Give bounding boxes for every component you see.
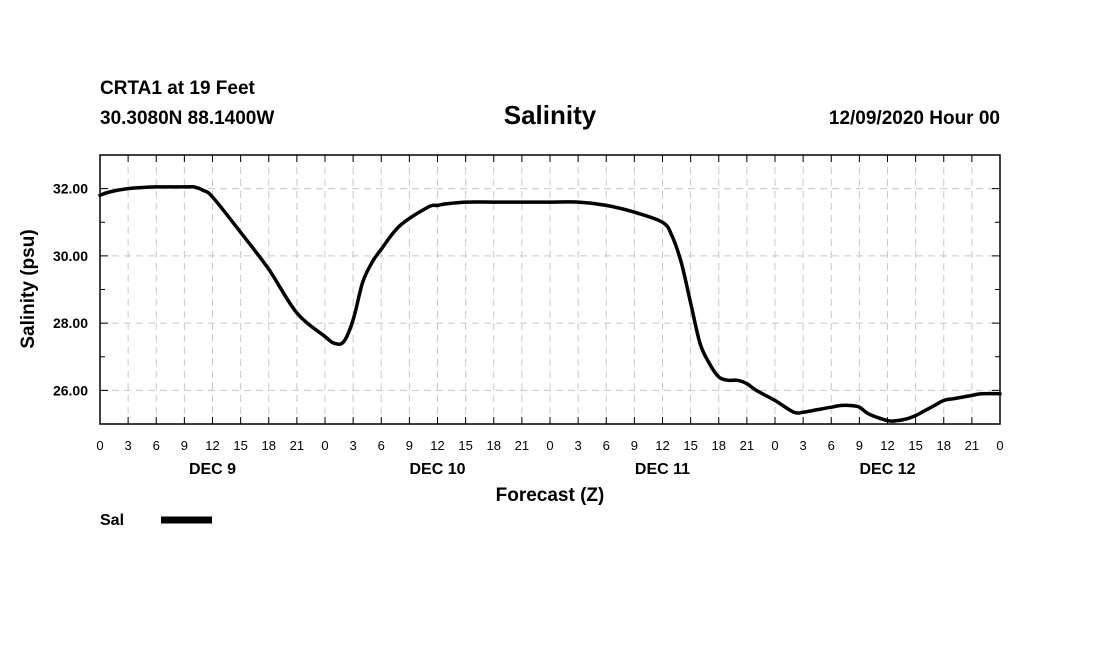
x-tick-label: 12 <box>205 438 219 453</box>
x-tick-label: 15 <box>683 438 697 453</box>
x-tick-label: 6 <box>378 438 385 453</box>
y-tick-label: 30.00 <box>53 248 88 264</box>
x-tick-label: 0 <box>321 438 328 453</box>
x-tick-label: 9 <box>631 438 638 453</box>
x-tick-label: 12 <box>430 438 444 453</box>
legend: Sal <box>100 512 212 529</box>
day-label: DEC 9 <box>189 461 236 478</box>
x-tick-label: 9 <box>406 438 413 453</box>
x-tick-label: 21 <box>965 438 979 453</box>
x-tick-label: 12 <box>655 438 669 453</box>
station-line: CRTA1 at 19 Feet <box>100 78 256 99</box>
x-tick-label: 21 <box>515 438 529 453</box>
x-tick-label: 0 <box>96 438 103 453</box>
x-tick-label: 15 <box>458 438 472 453</box>
axes: 0 3 6 9 12 15 18 21 0 3 6 9 12 15 18 21 0 3 6 9 12 15 18 21 0 3 6 9… <box>53 154 1004 478</box>
x-tick-label: 3 <box>575 438 582 453</box>
y-tick-label: 28.00 <box>53 315 88 331</box>
issued-time: 12/09/2020 Hour 00 <box>829 108 1000 129</box>
x-tick-label: 6 <box>828 438 835 453</box>
day-label: DEC 10 <box>409 461 465 478</box>
x-tick-label: 18 <box>262 438 276 453</box>
x-tick-label: 18 <box>712 438 726 453</box>
coords-line: 30.3080N 88.1400W <box>100 108 274 129</box>
x-tick-label: 15 <box>233 438 247 453</box>
x-tick-label: 9 <box>181 438 188 453</box>
x-tick-label: 21 <box>290 438 304 453</box>
day-label: DEC 11 <box>635 461 690 478</box>
x-tick-label: 6 <box>603 438 610 453</box>
x-tick-label: 3 <box>350 438 357 453</box>
chart-title: Salinity <box>504 100 597 130</box>
y-tick-label: 32.00 <box>53 181 88 197</box>
x-tick-label: 18 <box>937 438 951 453</box>
x-tick-label: 3 <box>125 438 132 453</box>
legend-label: Sal <box>100 512 124 529</box>
day-label: DEC 12 <box>859 461 915 478</box>
x-axis-label: Forecast (Z) <box>496 485 605 506</box>
x-tick-label: 9 <box>856 438 863 453</box>
y-tick-label: 26.00 <box>53 382 88 398</box>
series-lines <box>98 184 1002 423</box>
x-tick-label: 0 <box>546 438 553 453</box>
x-tick-label: 0 <box>996 438 1003 453</box>
y-axis-label: Salinity (psu) <box>18 229 39 348</box>
grid-lines <box>100 155 1000 424</box>
x-tick-label: 0 <box>771 438 778 453</box>
x-tick-label: 15 <box>908 438 922 453</box>
series-line-sal <box>98 184 1002 423</box>
x-tick-label: 18 <box>487 438 501 453</box>
x-tick-label: 6 <box>153 438 160 453</box>
x-tick-label: 21 <box>740 438 754 453</box>
x-tick-label: 12 <box>880 438 894 453</box>
x-tick-label: 3 <box>800 438 807 453</box>
